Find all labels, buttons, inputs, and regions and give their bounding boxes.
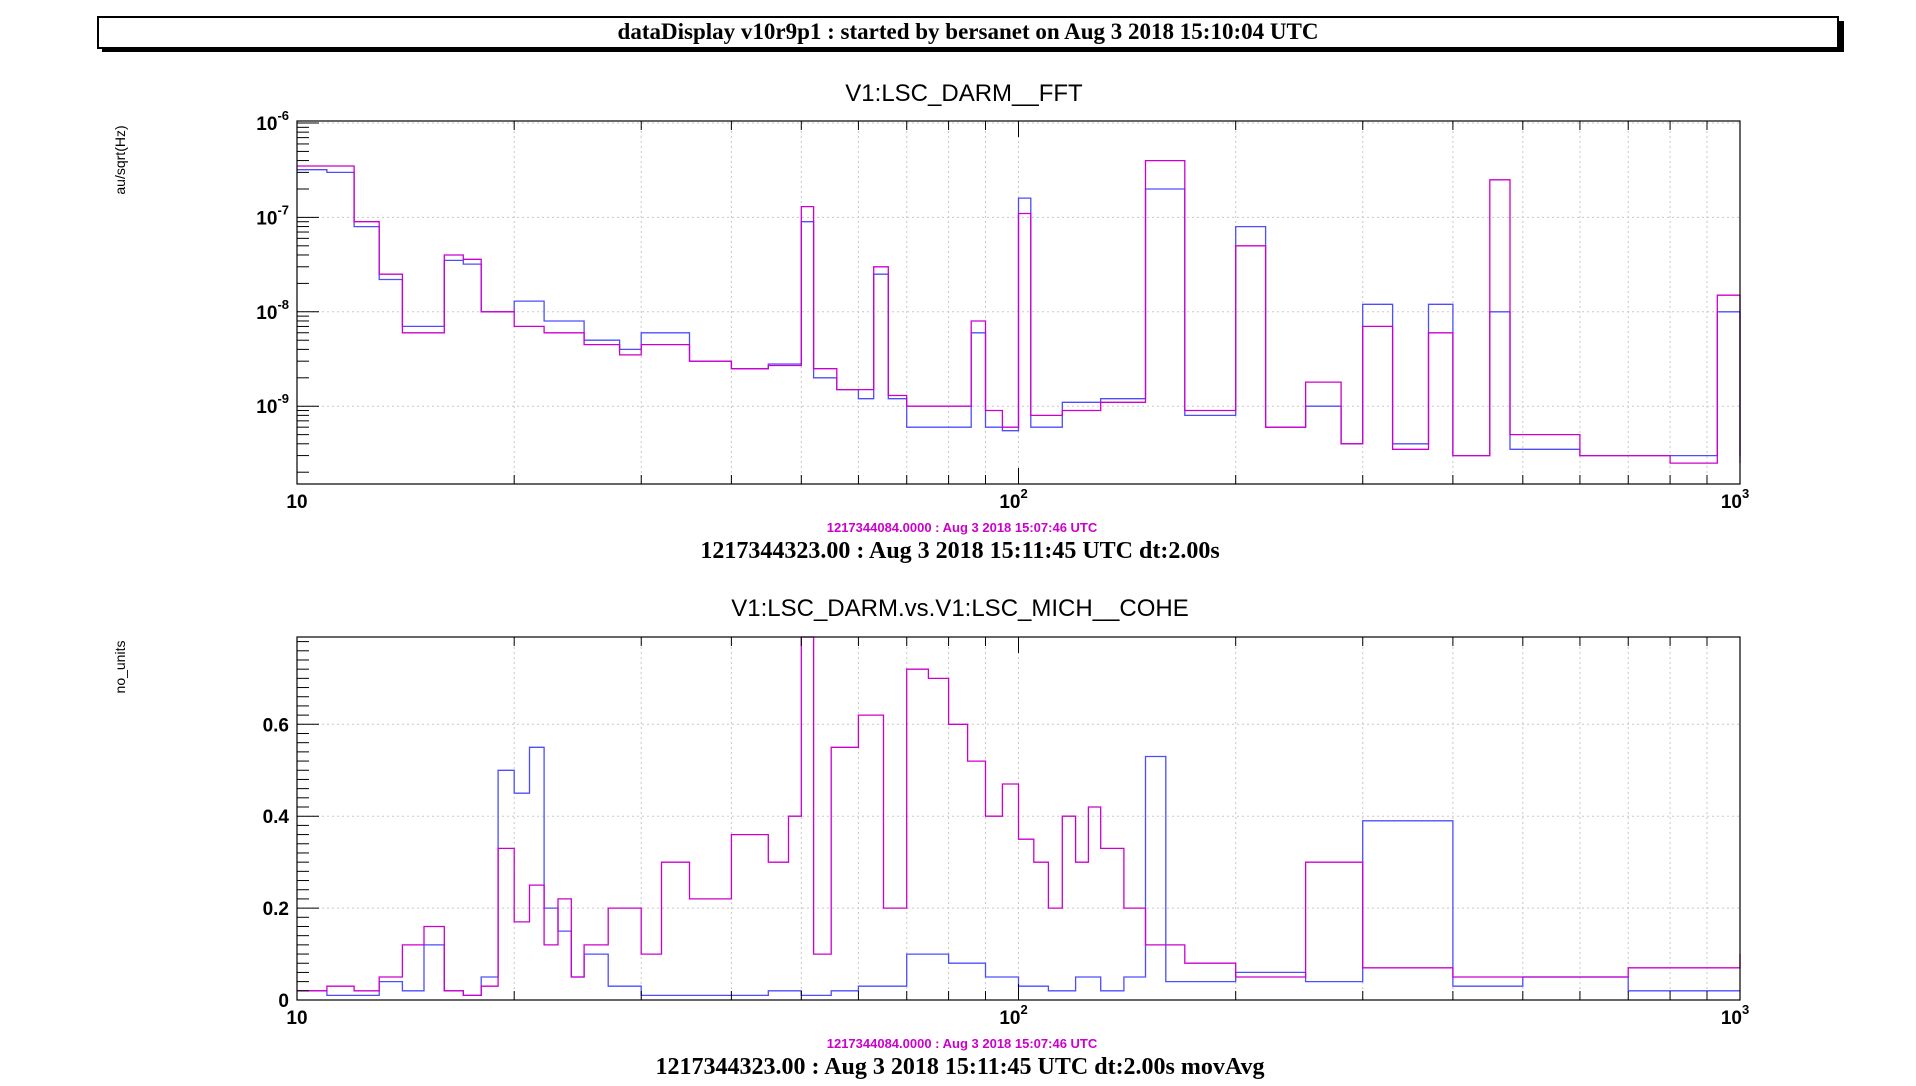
y-tick-label-exp: -6 xyxy=(277,108,289,123)
x-tick-label-exp: 3 xyxy=(1742,1002,1749,1017)
y-tick-label: 0 xyxy=(278,991,289,1012)
coherence-chart: V1:LSC_DARM.vs.V1:LSC_MICH__COHE no_unit… xyxy=(112,595,1749,1080)
fft-ref-timestamp: 1217344084.0000 : Aug 3 2018 15:07:46 UT… xyxy=(827,520,1098,535)
fft-chart-ticks xyxy=(297,121,1708,484)
coherence-chart-series xyxy=(297,636,1741,997)
coherence-chart-title: V1:LSC_DARM.vs.V1:LSC_MICH__COHE xyxy=(731,595,1188,622)
y-tick-label-base: 10 xyxy=(256,303,277,324)
x-tick-label-base: 10 xyxy=(1721,492,1742,513)
x-tick-label: 102 xyxy=(999,486,1027,513)
x-tick-label: 103 xyxy=(1721,1002,1749,1029)
y-tick-label: 10-7 xyxy=(256,202,289,229)
coherence-ref-timestamp: 1217344084.0000 : Aug 3 2018 15:07:46 UT… xyxy=(827,1036,1098,1051)
y-tick-label-exp: -7 xyxy=(277,202,289,217)
y-tick-label: 10-9 xyxy=(256,391,289,418)
x-tick-label-exp: 2 xyxy=(1020,1002,1027,1017)
y-tick-label: 0.6 xyxy=(263,715,289,736)
x-tick-label-base: 10 xyxy=(286,1008,307,1029)
coherence-chart-ticks xyxy=(297,637,1708,1001)
x-tick-label-base: 10 xyxy=(1721,1008,1742,1029)
x-tick-label: 102 xyxy=(999,1002,1027,1029)
y-tick-label: 10-6 xyxy=(256,108,289,135)
y-tick-label-base: 0.6 xyxy=(263,715,289,736)
y-tick-label: 10-8 xyxy=(256,297,289,324)
y-tick-label-base: 0.4 xyxy=(263,807,290,828)
fft-chart-footer: 1217344323.00 : Aug 3 2018 15:11:45 UTC … xyxy=(700,538,1219,564)
y-tick-label: 0.4 xyxy=(263,807,290,828)
coherence-chart-footer: 1217344323.00 : Aug 3 2018 15:11:45 UTC … xyxy=(656,1054,1265,1080)
fft-chart-title: V1:LSC_DARM__FFT xyxy=(845,80,1083,107)
x-tick-label-base: 10 xyxy=(999,492,1020,513)
y-tick-label-base: 0.2 xyxy=(263,899,289,920)
x-tick-label: 103 xyxy=(1721,486,1749,513)
x-tick-label: 10 xyxy=(286,1008,307,1029)
y-tick-label: 0.2 xyxy=(263,899,289,920)
y-tick-label-exp: -8 xyxy=(277,297,289,312)
fft-chart-series xyxy=(297,159,1741,464)
x-tick-label-base: 10 xyxy=(999,1008,1020,1029)
banner: dataDisplay v10r9p1 : started by bersane… xyxy=(97,16,1844,52)
fft-chart-ylabel: au/sqrt(Hz) xyxy=(112,125,128,194)
x-tick-label: 10 xyxy=(286,492,307,513)
coherence-chart-ylabel: no_units xyxy=(112,641,128,694)
y-tick-label-base: 10 xyxy=(256,114,277,135)
banner-title: dataDisplay v10r9p1 : started by bersane… xyxy=(618,19,1319,44)
fft-chart: V1:LSC_DARM__FFT au/sqrt(Hz) 10 102 10310-… xyxy=(112,80,1749,564)
x-tick-label-exp: 3 xyxy=(1742,486,1749,501)
y-tick-label-exp: -9 xyxy=(277,391,289,406)
x-tick-label-exp: 2 xyxy=(1020,486,1027,501)
x-tick-label-base: 10 xyxy=(286,492,307,513)
y-tick-label-base: 10 xyxy=(256,397,277,418)
y-tick-label-base: 0 xyxy=(278,991,289,1012)
series-line-1 xyxy=(297,159,1741,464)
y-tick-label-base: 10 xyxy=(256,208,277,229)
series-line-1 xyxy=(297,636,1741,997)
